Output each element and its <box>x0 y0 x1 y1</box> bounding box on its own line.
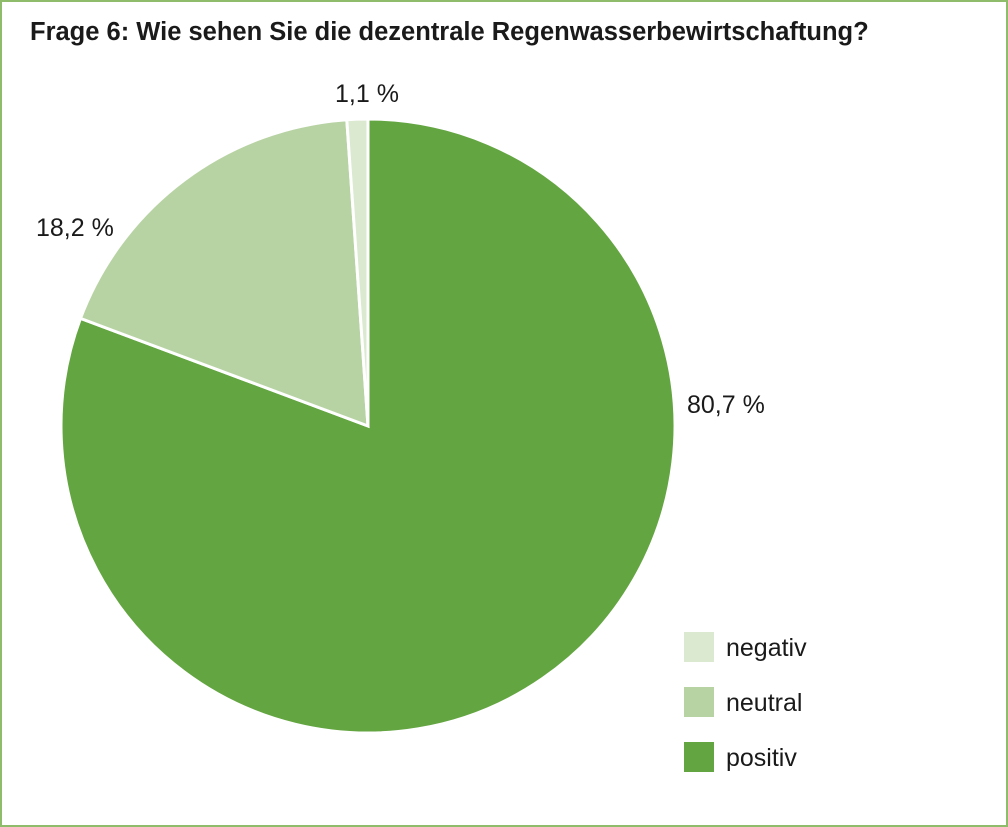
legend-swatch-negativ <box>684 632 714 662</box>
pie-slice-negativ <box>345 117 370 427</box>
legend-label-negativ: negativ <box>726 634 807 662</box>
legend-label-positiv: positiv <box>726 744 797 772</box>
chart-title: Frage 6: Wie sehen Sie die dezentrale Re… <box>30 18 869 46</box>
legend-item-positiv: positiv <box>684 742 797 772</box>
legend-label-neutral: neutral <box>726 689 802 717</box>
legend-item-negativ: negativ <box>684 632 807 662</box>
legend: negativ neutral positiv <box>684 632 807 772</box>
pie-slice-neutral <box>78 118 370 429</box>
legend-swatch-neutral <box>684 687 714 717</box>
pie-labels: 80,7 % 18,2 % 1,1 % <box>36 80 765 419</box>
slice-label-negativ: 1,1 % <box>335 80 399 108</box>
legend-item-neutral: neutral <box>684 687 802 717</box>
slice-label-positiv: 80,7 % <box>687 391 765 419</box>
pie-slices <box>59 117 677 735</box>
slice-label-neutral: 18,2 % <box>36 214 114 242</box>
legend-swatch-positiv <box>684 742 714 772</box>
